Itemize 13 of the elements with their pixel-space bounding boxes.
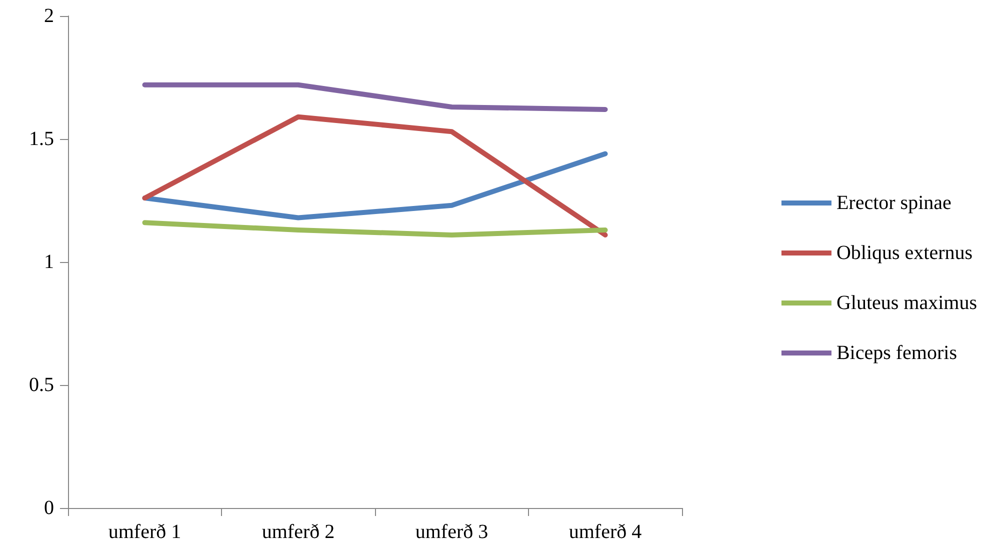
legend-label: Erector spinae [836, 192, 952, 214]
x-tick-label: umferð 1 [108, 521, 182, 543]
y-tick-label: 1.5 [29, 128, 54, 150]
legend-label: Biceps femoris [836, 342, 958, 364]
x-tick-label: umferð 2 [262, 521, 335, 543]
y-tick-label: 1 [44, 251, 54, 273]
y-tick-label: 2 [44, 5, 54, 27]
y-tick-label: 0.5 [29, 374, 54, 396]
legend-label: Gluteus maximus [836, 292, 978, 314]
legend-label: Obliqus externus [836, 242, 973, 264]
y-tick-label: 0 [44, 497, 54, 519]
x-tick-label: umferð 4 [568, 521, 642, 543]
x-tick-label: umferð 3 [415, 521, 488, 543]
